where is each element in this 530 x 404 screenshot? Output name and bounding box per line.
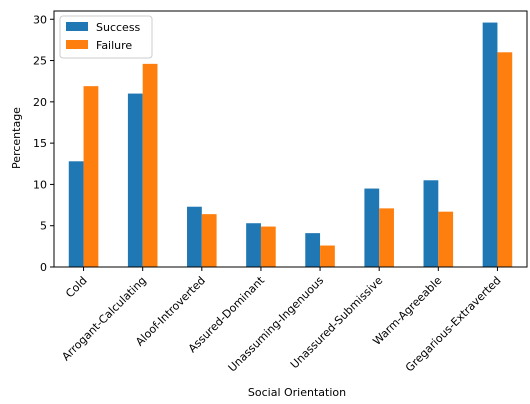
- bar-success-8: [482, 22, 498, 268]
- y-tick-label: 30: [33, 13, 47, 26]
- legend-swatch-success: [66, 22, 88, 31]
- bar-failure-6: [379, 208, 394, 267]
- bar-failure-7: [438, 211, 454, 267]
- bar-success-3: [187, 206, 202, 267]
- x-tick-label: Cold: [63, 274, 89, 300]
- bar-failure-8: [497, 52, 513, 267]
- bar-failure-4: [260, 226, 276, 267]
- x-tick-label: Gregarious-Extraverted: [403, 274, 504, 375]
- y-tick-label: 15: [33, 137, 47, 150]
- bar-success-1: [68, 161, 84, 267]
- y-tick-label: 5: [40, 220, 47, 233]
- y-axis-title: Percentage: [10, 107, 23, 169]
- plot-frame: [53, 10, 528, 268]
- legend-swatch-failure: [66, 40, 88, 49]
- y-tick-label: 10: [33, 178, 47, 191]
- bars-layer: [68, 22, 513, 268]
- legend-label-failure: Failure: [96, 39, 132, 52]
- bar-success-2: [127, 93, 143, 267]
- bar-success-6: [364, 188, 380, 267]
- bar-failure-5: [320, 245, 335, 267]
- legend: Success Failure: [59, 15, 153, 59]
- bar-failure-1: [83, 86, 99, 268]
- x-axis-title: Social Orientation: [248, 386, 346, 399]
- bar-success-4: [246, 223, 261, 267]
- y-tick-label: 20: [33, 96, 47, 109]
- bar-success-5: [305, 233, 321, 267]
- axes-layer: 051015202530ColdArrogant-CalculatingAloo…: [33, 10, 528, 375]
- bar-failure-2: [142, 63, 158, 267]
- bar-success-7: [423, 180, 439, 267]
- legend-label-success: Success: [96, 21, 141, 34]
- y-tick-label: 0: [40, 261, 47, 274]
- x-tick-label: Unassuming-Ingenuous: [226, 274, 327, 375]
- bar-failure-3: [201, 214, 217, 267]
- y-tick-label: 25: [33, 55, 47, 68]
